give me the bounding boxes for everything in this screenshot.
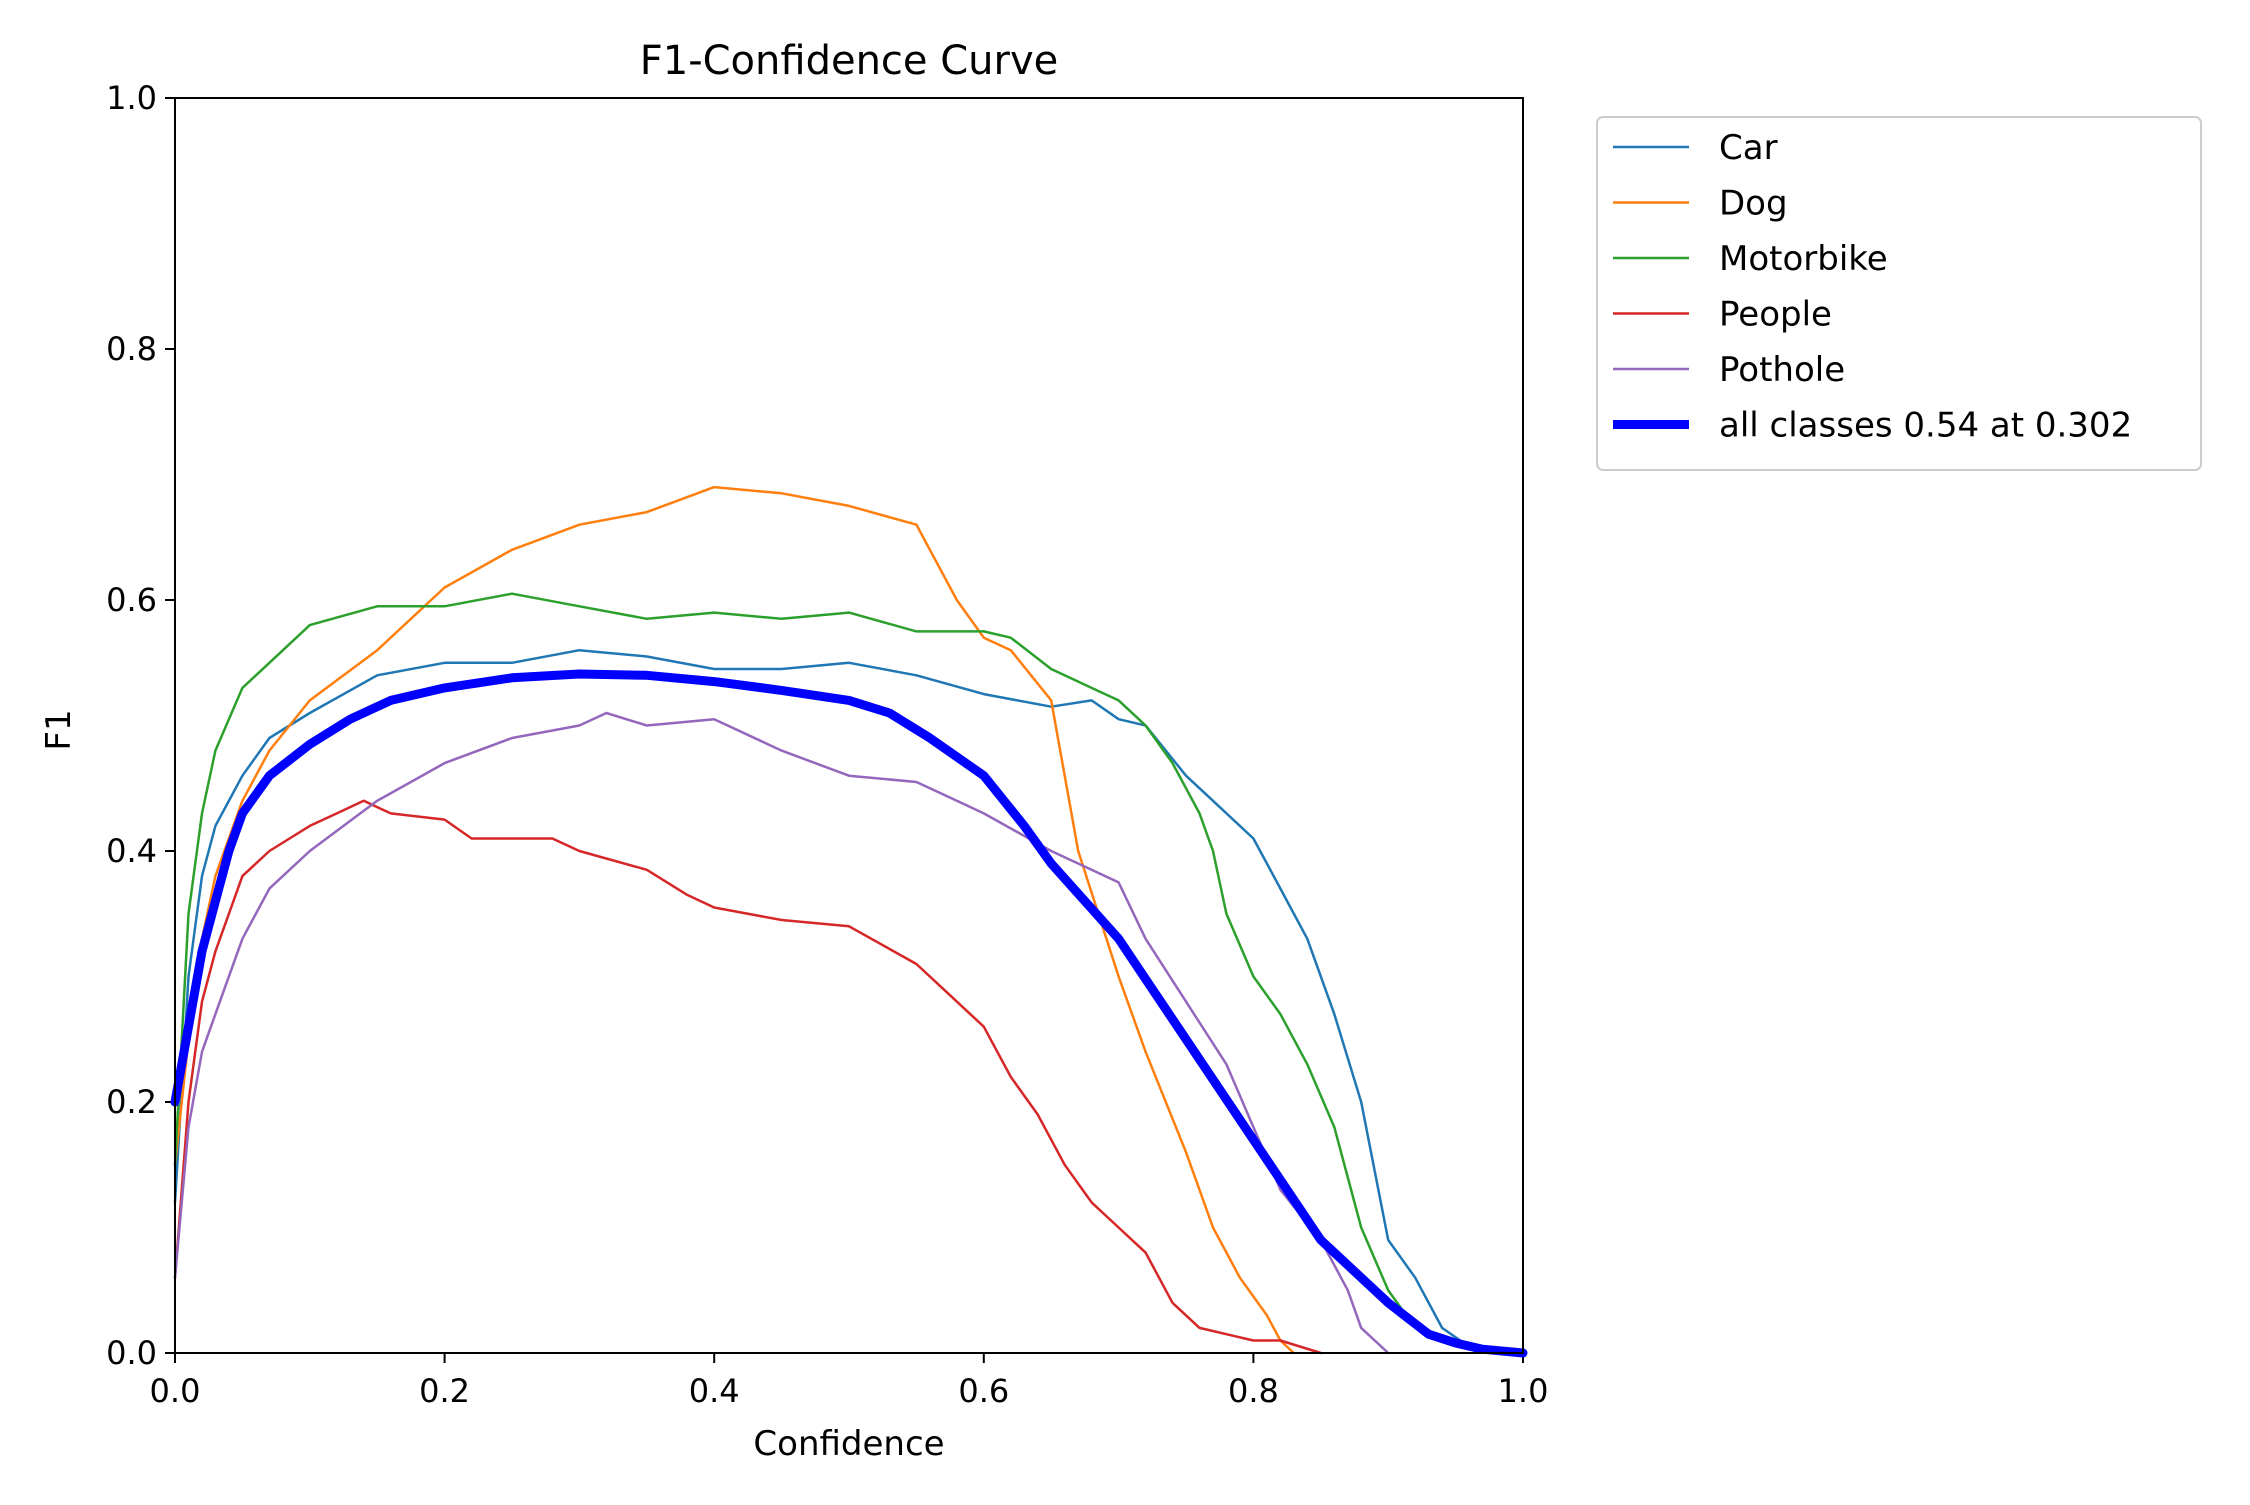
x-axis-label: Confidence	[753, 1424, 944, 1464]
x-tick-label: 0.6	[958, 1372, 1009, 1410]
y-tick-label: 0.2	[106, 1083, 157, 1121]
x-tick-label: 0.8	[1228, 1372, 1279, 1410]
legend-label: all classes 0.54 at 0.302	[1719, 406, 2132, 446]
x-tick-label: 0.4	[689, 1372, 740, 1410]
y-tick-label: 0.6	[106, 581, 157, 619]
x-tick-label: 0.0	[150, 1372, 201, 1410]
series-line-all-classes	[170, 669, 1528, 1358]
y-axis-label: F1	[39, 709, 79, 750]
x-axis-ticks: 0.0 0.2 0.4 0.6 0.8 1.0	[150, 1353, 1549, 1410]
series-line-motorbike	[173, 592, 1444, 1342]
legend-label: Car	[1719, 128, 1778, 168]
legend-label: People	[1719, 295, 1832, 335]
legend: Car Dog Motorbike People Pothole all classes …	[1596, 116, 2202, 471]
series-lines	[170, 485, 1528, 1358]
series-line-car	[173, 648, 1525, 1355]
x-tick-label: 0.2	[419, 1372, 470, 1410]
y-tick-label: 0.0	[106, 1334, 157, 1372]
plot-frame	[174, 97, 1524, 1354]
chart-title: F1-Confidence Curve	[640, 38, 1059, 84]
legend-box	[1596, 116, 2202, 471]
y-tick-label: 1.0	[106, 79, 157, 117]
legend-label: Pothole	[1719, 350, 1845, 390]
y-tick-label: 0.4	[106, 832, 157, 870]
series-line-pothole	[173, 711, 1390, 1355]
legend-label: Dog	[1719, 184, 1788, 224]
y-axis-ticks: 0.0 0.2 0.4 0.6 0.8 1.0	[106, 79, 175, 1372]
series-line-dog	[173, 485, 1296, 1355]
series-line-people	[173, 799, 1323, 1355]
legend-label: Motorbike	[1719, 239, 1888, 279]
y-tick-label: 0.8	[106, 330, 157, 368]
x-tick-label: 1.0	[1498, 1372, 1549, 1410]
